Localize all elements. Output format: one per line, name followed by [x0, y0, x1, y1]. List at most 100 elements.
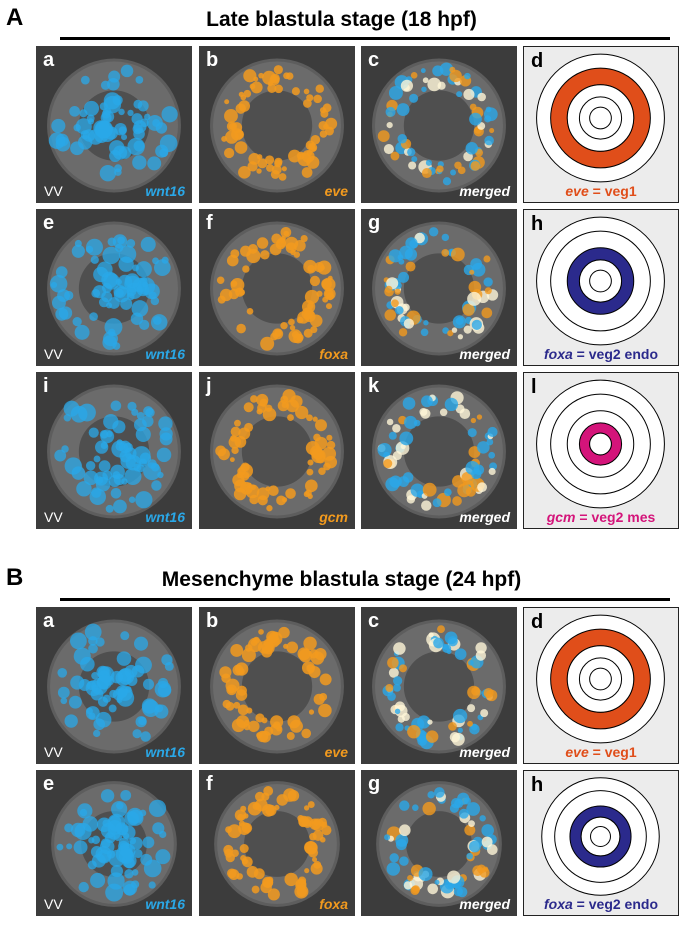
- embryo-image: [372, 619, 506, 754]
- embryo-image: [372, 221, 506, 356]
- embryo-image: [376, 781, 502, 907]
- embryo-image: [214, 781, 340, 907]
- gene-label: wnt16: [145, 896, 185, 912]
- gene-label: gcm: [319, 509, 348, 525]
- diagram-A-l: l gcm = veg2 mes: [523, 372, 679, 529]
- merged-label: merged: [459, 744, 510, 760]
- panel-letter: g: [368, 212, 381, 234]
- panel-letter: b: [206, 49, 219, 71]
- ring-diagram: [536, 216, 665, 346]
- embryo-image: [47, 384, 181, 519]
- diagram-region: veg1: [604, 183, 637, 199]
- diagram-region: veg2 mes: [591, 509, 656, 525]
- diagram-caption: foxa = veg2 endo: [524, 896, 678, 912]
- panel-B-f: f foxa: [199, 770, 355, 916]
- diagram-caption: eve = veg1: [524, 744, 678, 760]
- diagram-eq: =: [588, 183, 605, 199]
- ring-diagram: [536, 614, 665, 744]
- panel-letter: j: [206, 375, 212, 397]
- embryo-image: [47, 221, 181, 356]
- embryo-image: [47, 58, 181, 193]
- orientation-label: VV: [44, 346, 63, 362]
- panel-letter: a: [43, 610, 55, 632]
- gene-label: wnt16: [145, 346, 185, 362]
- merged-label: merged: [459, 183, 510, 199]
- panel-letter: f: [206, 212, 213, 234]
- diagram-A-d: d eve = veg1: [523, 46, 679, 203]
- panel-letter: b: [206, 610, 219, 632]
- panel-letter: h: [531, 213, 544, 235]
- panel-letter: e: [43, 212, 55, 234]
- panel-letter: f: [206, 773, 213, 795]
- panel-letter: i: [43, 375, 49, 397]
- orientation-label: VV: [44, 896, 63, 912]
- section-letter-b: B: [6, 564, 24, 591]
- ring-diagram: [536, 53, 665, 183]
- panel-A-g: g merged: [361, 209, 517, 366]
- panel-letter: d: [531, 611, 544, 633]
- merged-label: merged: [459, 896, 510, 912]
- merged-label: merged: [459, 509, 510, 525]
- diagram-region: veg2 endo: [588, 896, 658, 912]
- diagram-eq: =: [575, 509, 592, 525]
- panel-letter: c: [368, 49, 380, 71]
- ring-diagram: [541, 777, 660, 896]
- embryo-image: [210, 384, 344, 519]
- embryo-image: [47, 619, 181, 754]
- diagram-gene: foxa: [543, 896, 573, 912]
- diagram-A-h: h foxa = veg2 endo: [523, 209, 679, 366]
- embryo-image: [210, 619, 344, 754]
- diagram-gene: eve: [565, 744, 589, 760]
- panel-A-e: e VV wnt16: [36, 209, 192, 366]
- panel-A-i: i VV wnt16: [36, 372, 192, 529]
- diagram-eq: =: [588, 744, 605, 760]
- panel-A-b: b eve: [199, 46, 355, 203]
- panel-B-e: e VV wnt16: [36, 770, 192, 916]
- gene-label: wnt16: [145, 509, 185, 525]
- panel-letter: h: [531, 774, 544, 796]
- section-rule-a: [60, 37, 670, 40]
- embryo-image: [51, 781, 177, 907]
- gene-label: foxa: [319, 896, 348, 912]
- diagram-caption: eve = veg1: [524, 183, 678, 199]
- section-title-a: Late blastula stage (18 hpf): [206, 8, 477, 31]
- panel-A-k: k merged: [361, 372, 517, 529]
- section-letter-a: A: [6, 4, 24, 31]
- section-title-b: Mesenchyme blastula stage (24 hpf): [161, 568, 522, 591]
- panel-A-j: j gcm: [199, 372, 355, 529]
- diagram-caption: gcm = veg2 mes: [524, 509, 678, 525]
- embryo-image: [210, 221, 344, 356]
- diagram-B-h: h foxa = veg2 endo: [523, 770, 679, 916]
- panel-letter: g: [368, 773, 381, 795]
- panel-A-f: f foxa: [199, 209, 355, 366]
- diagram-gene: gcm: [546, 509, 576, 525]
- diagram-region: veg1: [604, 744, 637, 760]
- panel-A-c: c merged: [361, 46, 517, 203]
- panel-B-c: c merged: [361, 607, 517, 764]
- panel-letter: e: [43, 773, 55, 795]
- orientation-label: VV: [44, 744, 63, 760]
- panel-B-a: a VV wnt16: [36, 607, 192, 764]
- diagram-region: veg2 endo: [588, 346, 658, 362]
- diagram-B-d: d eve = veg1: [523, 607, 679, 764]
- orientation-label: VV: [44, 509, 63, 525]
- panel-A-a: a VV wnt16: [36, 46, 192, 203]
- panel-letter: k: [368, 375, 380, 397]
- gene-label: foxa: [319, 346, 348, 362]
- merged-label: merged: [459, 346, 510, 362]
- panel-letter: a: [43, 49, 55, 71]
- diagram-gene: foxa: [543, 346, 573, 362]
- panel-letter: c: [368, 610, 380, 632]
- embryo-image: [372, 384, 506, 519]
- diagram-gene: eve: [565, 183, 589, 199]
- embryo-image: [210, 58, 344, 193]
- section-rule-b: [60, 598, 670, 601]
- gene-label: wnt16: [145, 744, 185, 760]
- orientation-label: VV: [44, 183, 63, 199]
- ring-diagram: [536, 379, 665, 509]
- diagram-eq: =: [572, 346, 589, 362]
- panel-letter: d: [531, 50, 544, 72]
- diagram-caption: foxa = veg2 endo: [524, 346, 678, 362]
- embryo-image: [372, 58, 506, 193]
- panel-letter: l: [531, 376, 537, 398]
